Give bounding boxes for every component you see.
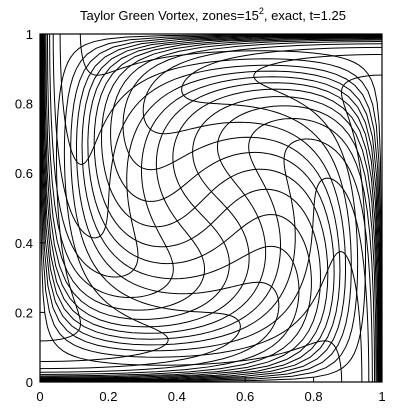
y-tick-label-0: 0: [26, 375, 33, 390]
x-axis: 0 0.2 0.4 0.6 0.8 1: [36, 377, 386, 404]
mesh-line-horizontal-13: [39, 34, 383, 363]
x-tick-label-2: 0.4: [168, 389, 186, 404]
mesh-line-horizontal-4: [39, 43, 383, 381]
mesh-line-vertical-14: [79, 33, 383, 383]
mesh-lines: [39, 33, 383, 383]
mesh-line-horizontal-9: [39, 36, 383, 377]
mesh-line-vertical-8: [44, 33, 379, 383]
mesh-line-vertical-7: [43, 33, 378, 383]
mesh-line-vertical-3: [40, 33, 370, 383]
y-tick-label-4: 0.8: [15, 97, 33, 112]
x-tick-label-5: 1: [378, 389, 385, 404]
mesh-line-vertical-4: [41, 33, 373, 383]
mesh-line-vertical-5: [41, 33, 376, 383]
mesh-line-horizontal-11: [39, 35, 383, 373]
mesh-line-horizontal-3: [39, 46, 383, 382]
mesh-line-horizontal-10: [39, 36, 383, 375]
plot-frame: [39, 33, 383, 383]
y-tick-label-3: 0.6: [15, 166, 33, 181]
mesh-line-horizontal-14: [39, 33, 383, 342]
mesh-line-horizontal-5: [39, 41, 383, 380]
x-tick-label-1: 0.2: [99, 389, 117, 404]
y-tick-label-5: 1: [26, 27, 33, 42]
mesh-line-vertical-1: [39, 33, 343, 383]
x-tick-label-4: 0.8: [305, 389, 323, 404]
x-tick-label-0: 0: [36, 389, 43, 404]
chart-title-prefix: Taylor Green Vortex, zones=15: [80, 8, 259, 23]
chart-title: Taylor Green Vortex, zones=152, exact, t…: [80, 6, 346, 23]
y-axis: 0 0.2 0.4 0.6 0.8 1: [15, 27, 45, 390]
mesh-line-vertical-6: [42, 33, 377, 383]
mesh-line-horizontal-12: [39, 34, 383, 370]
y-tick-label-1: 0.2: [15, 305, 33, 320]
mesh-line-vertical-9: [45, 33, 380, 383]
mesh-line-vertical-2: [40, 33, 363, 383]
mesh-line-horizontal-2: [39, 53, 383, 382]
chart-title-suffix: , exact, t=1.25: [264, 8, 346, 23]
mesh-line-horizontal-7: [39, 38, 383, 379]
mesh-line-vertical-10: [46, 33, 381, 383]
x-tick-label-3: 0.6: [236, 389, 254, 404]
mesh-line-horizontal-8: [39, 37, 383, 378]
mesh-line-vertical-13: [59, 33, 382, 383]
mesh-line-vertical-11: [49, 33, 381, 383]
chart-title-superscript: 2: [259, 6, 264, 16]
mesh-line-horizontal-6: [39, 39, 383, 380]
mesh-line-horizontal-1: [39, 74, 383, 383]
y-tick-label-2: 0.4: [15, 236, 33, 251]
mesh-line-vertical-12: [52, 33, 382, 383]
